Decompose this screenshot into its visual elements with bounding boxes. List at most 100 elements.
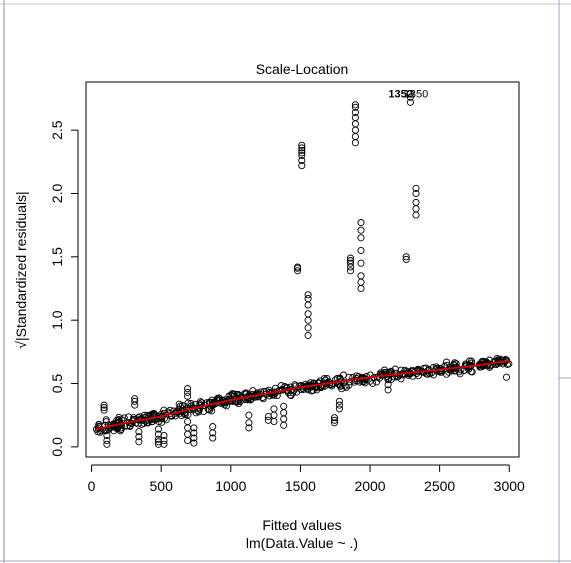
data-point: [415, 366, 423, 374]
data-point: [304, 324, 312, 332]
data-point: [406, 98, 414, 106]
data-point: [181, 411, 189, 419]
smoother-line-group: [95, 359, 510, 431]
data-point: [406, 89, 414, 97]
data-point: [357, 226, 365, 234]
data-point: [346, 267, 355, 275]
data-point: [230, 390, 238, 398]
data-point: [320, 374, 328, 383]
data-point: [402, 255, 410, 263]
data-point: [180, 402, 188, 410]
data-point: [160, 440, 168, 448]
data-point: [103, 436, 111, 445]
data-point: [304, 291, 312, 299]
data-point: [160, 431, 168, 440]
data-point: [209, 423, 217, 431]
data-point: [298, 141, 306, 149]
data-point: [502, 373, 511, 381]
data-point: [412, 184, 420, 192]
data-point: [204, 405, 212, 413]
plot-frame: [85, 81, 520, 458]
data-point: [162, 416, 170, 424]
point-label: 1350: [404, 88, 428, 100]
x-tick-label: 500: [150, 478, 174, 494]
data-point: [190, 429, 198, 437]
data-point: [264, 412, 272, 421]
data-point: [351, 108, 359, 116]
data-point: [345, 381, 353, 389]
data-point: [175, 400, 183, 408]
chart-title: Scale-Location: [256, 61, 349, 77]
data-point: [498, 356, 506, 364]
data-point: [362, 375, 370, 383]
y-tick-label: 1.0: [49, 310, 65, 330]
data-point: [357, 259, 365, 267]
data-point: [131, 397, 139, 405]
data-point: [298, 162, 306, 170]
data-point: [412, 205, 420, 213]
data-point: [184, 385, 192, 393]
data-point: [298, 156, 306, 165]
data-point: [467, 368, 475, 376]
data-point: [361, 379, 369, 387]
data-point: [102, 416, 110, 424]
data-point: [384, 386, 392, 394]
data-point: [184, 392, 192, 400]
data-point: [298, 151, 306, 160]
data-point: [384, 381, 392, 389]
data-point: [135, 428, 143, 436]
data-point: [264, 416, 272, 424]
data-point: [154, 425, 162, 433]
data-point: [455, 368, 463, 376]
data-point: [304, 295, 312, 303]
data-point: [330, 414, 339, 422]
data-point: [190, 424, 198, 432]
data-point: [280, 421, 288, 429]
data-point: [184, 388, 192, 396]
data-point: [451, 359, 459, 367]
x-tick-label: 3000: [494, 478, 525, 494]
data-point: [102, 418, 110, 426]
data-point: [330, 419, 339, 427]
data-point: [304, 316, 312, 324]
y-tick-label: 1.5: [49, 247, 65, 267]
data-point: [357, 278, 365, 286]
data-point: [135, 433, 143, 441]
data-point: [402, 253, 410, 261]
data-point: [442, 358, 451, 366]
data-point: [245, 419, 253, 427]
data-point: [280, 402, 288, 410]
data-point: [357, 219, 365, 227]
data-point: [100, 404, 108, 412]
data-point: [304, 301, 312, 309]
y-tick-label: 0.0: [49, 437, 65, 457]
data-point: [184, 424, 192, 432]
data-point: [280, 409, 288, 417]
data-point: [190, 439, 198, 447]
data-point: [294, 263, 302, 271]
data-point: [351, 101, 359, 109]
data-point: [312, 383, 320, 391]
data-point: [357, 234, 365, 242]
data-point: [307, 387, 315, 395]
data-point: [286, 391, 294, 399]
x-tick-label: 1500: [285, 478, 316, 494]
data-point: [351, 132, 359, 141]
data-point: [346, 259, 355, 267]
data-point: [346, 254, 355, 262]
data-point: [154, 440, 162, 448]
data-point: [335, 401, 343, 409]
data-point: [330, 416, 339, 424]
data-point: [357, 246, 365, 255]
data-point: [412, 198, 420, 206]
data-point: [294, 267, 302, 275]
data-point: [346, 257, 355, 265]
data-point: [209, 434, 217, 442]
data-point: [397, 375, 405, 383]
data-point: [357, 272, 365, 280]
x-tick-label: 2000: [354, 478, 385, 494]
data-point: [406, 93, 414, 101]
x-tick-label: 2500: [424, 478, 455, 494]
